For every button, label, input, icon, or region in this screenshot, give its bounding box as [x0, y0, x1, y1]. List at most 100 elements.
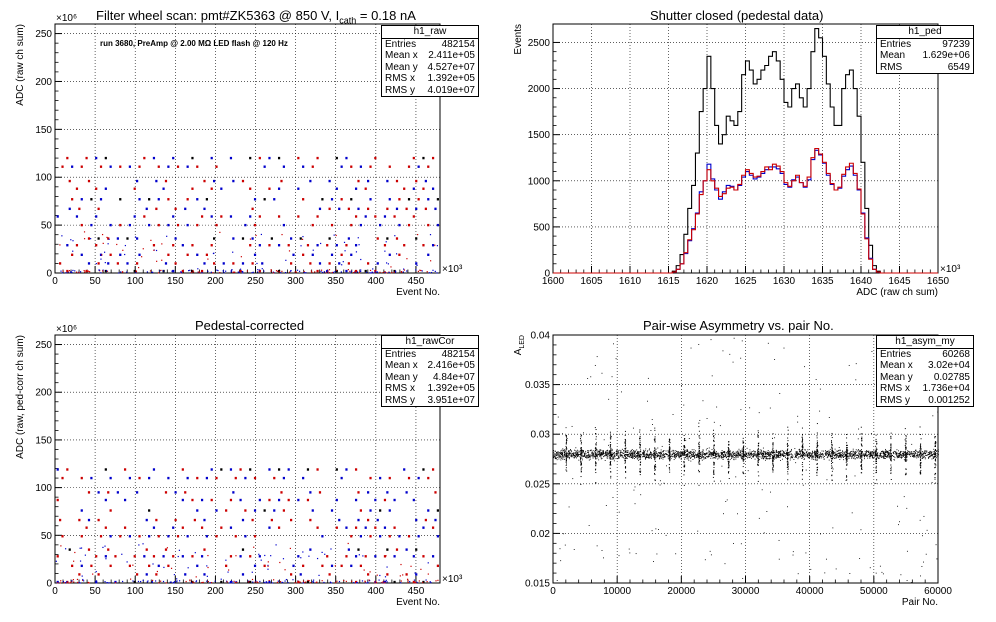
data-point: [84, 554, 86, 556]
data-point: [675, 451, 677, 452]
data-point: [802, 445, 804, 447]
data-point: [584, 454, 586, 456]
data-point: [655, 456, 657, 458]
data-point: [594, 469, 596, 471]
data-point: [152, 555, 156, 558]
data-point: [80, 509, 83, 512]
data-point: [816, 457, 818, 459]
data-point: [861, 439, 863, 441]
data-point: [80, 223, 83, 227]
data-point: [412, 498, 415, 502]
data-point: [900, 453, 902, 455]
data-point: [106, 582, 108, 584]
data-point: [215, 535, 218, 538]
data-point: [716, 453, 717, 455]
data-point: [698, 457, 700, 459]
data-point: [915, 449, 917, 451]
data-point: [576, 453, 577, 455]
data-point: [802, 447, 804, 449]
data-point: [789, 459, 791, 461]
data-point: [883, 454, 885, 456]
data-point: [817, 466, 819, 468]
data-point: [60, 580, 62, 582]
data-point: [592, 453, 594, 455]
data-point: [713, 462, 715, 464]
data-point: [167, 535, 170, 538]
data-point: [757, 463, 759, 465]
data-point: [839, 456, 841, 458]
data-point: [684, 454, 686, 456]
data-point: [839, 449, 841, 451]
data-point: [625, 471, 627, 473]
data-point: [839, 452, 841, 454]
data-point: [798, 456, 799, 458]
data-point: [781, 458, 783, 460]
data-point: [660, 454, 662, 456]
data-point: [713, 480, 715, 482]
data-point: [644, 458, 646, 460]
data-point: [187, 567, 189, 569]
data-point: [237, 271, 239, 273]
data-point: [756, 454, 758, 456]
data-point: [400, 580, 402, 582]
data-point: [916, 454, 918, 456]
data-point: [191, 244, 194, 247]
data-point: [753, 450, 755, 452]
data-point: [714, 453, 716, 455]
data-point: [698, 451, 700, 453]
data-point: [565, 463, 567, 465]
data-point: [431, 555, 435, 558]
data-point: [639, 445, 641, 447]
data-point: [68, 207, 71, 211]
data-point: [787, 440, 789, 442]
data-point: [654, 436, 656, 438]
data-point: [702, 451, 704, 453]
data-point: [121, 553, 123, 555]
data-point: [712, 451, 714, 453]
data-point: [309, 518, 312, 522]
data-point: [427, 509, 430, 512]
data-point: [654, 427, 656, 429]
data-point: [662, 451, 664, 453]
data-point: [761, 456, 763, 458]
data-point: [827, 451, 829, 453]
data-point: [570, 449, 572, 451]
data-point: [761, 458, 763, 460]
data-point: [565, 435, 567, 437]
data-point: [706, 453, 708, 455]
data-point: [722, 453, 723, 455]
data-point: [773, 454, 775, 456]
data-point: [921, 451, 923, 453]
data-point: [816, 449, 818, 451]
data-point: [913, 456, 915, 458]
data-point: [762, 454, 764, 456]
data-point: [232, 251, 234, 253]
data-point: [744, 455, 746, 457]
data-point: [831, 452, 833, 454]
data-point: [351, 580, 353, 582]
data-point: [558, 456, 560, 458]
x-tick-label: 1635: [811, 276, 834, 287]
data-point: [786, 442, 788, 444]
data-point: [713, 444, 715, 446]
data-point: [384, 271, 386, 274]
data-point: [741, 458, 743, 460]
data-point: [424, 207, 427, 211]
data-point: [914, 456, 916, 458]
data-point: [845, 456, 847, 458]
data-point: [611, 450, 613, 452]
data-point: [792, 457, 794, 459]
data-point: [815, 459, 817, 461]
data-point: [192, 271, 195, 273]
data-point: [427, 198, 430, 201]
data-point: [867, 455, 869, 457]
data-point: [727, 455, 729, 457]
data-point: [827, 450, 829, 452]
data-point: [703, 457, 705, 459]
data-point: [716, 452, 718, 454]
data-point: [717, 454, 719, 456]
data-point: [662, 456, 664, 458]
data-point: [807, 453, 809, 455]
data-point: [625, 460, 627, 462]
data-point: [698, 434, 700, 436]
